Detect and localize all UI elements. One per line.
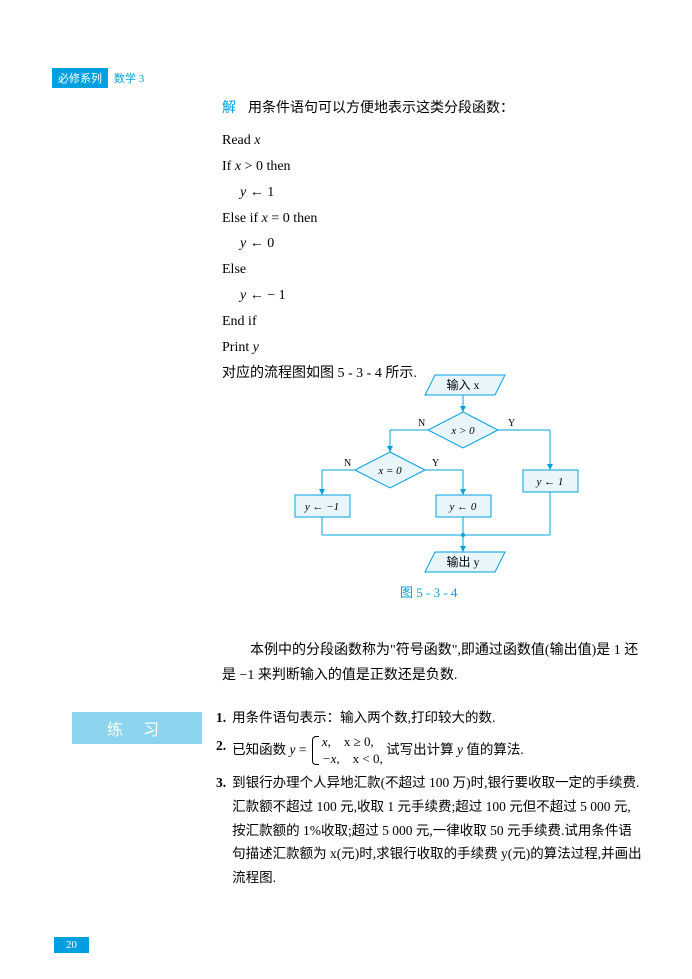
piecewise: x, x ≥ 0, −x, x < 0, — [310, 734, 383, 768]
flow-cond1: x > 0 — [450, 425, 475, 437]
code-line: If x > 0 then — [222, 154, 642, 180]
ex-num: 2. — [216, 734, 226, 768]
ex-text: 到银行办理个人异地汇款(不超过 100 万)时,银行要收取一定的手续费.汇款额不… — [232, 771, 644, 889]
solution-intro-text: 用条件语句可以方便地表示这类分段函数： — [248, 101, 514, 116]
svg-text:Y: Y — [432, 458, 439, 469]
flow-box3: y ← 1 — [536, 476, 564, 488]
solution-section: 解用条件语句可以方便地表示这类分段函数： Read x If x > 0 the… — [222, 96, 642, 387]
page-number: 20 — [54, 937, 89, 953]
flow-cond2: x = 0 — [377, 465, 402, 477]
flow-output: 输出 y — [446, 554, 479, 569]
exercise-tab: 练 习 — [72, 712, 202, 744]
exercise-list: 1. 用条件语句表示：输入两个数,打印较大的数. 2. 已知函数 y = x, … — [216, 706, 644, 894]
flow-Y: Y — [508, 418, 515, 429]
code-line: End if — [222, 309, 642, 335]
ex-num: 3. — [216, 771, 226, 889]
flow-box1: y ← −1 — [304, 501, 339, 513]
solution-label: 解 — [222, 101, 236, 116]
ex-num: 1. — [216, 706, 226, 730]
solution-intro: 解用条件语句可以方便地表示这类分段函数： — [222, 96, 642, 122]
exercise-2: 2. 已知函数 y = x, x ≥ 0, −x, x < 0, 试写出计算 y… — [216, 734, 644, 768]
flow-box2: y ← 0 — [449, 501, 477, 513]
flow-input: 输入 x — [446, 377, 479, 392]
note-paragraph: 本例中的分段函数称为"符号函数",即通过函数值(输出值)是 1 还是 −1 来判… — [222, 638, 642, 688]
code-line: y ← − 1 — [222, 283, 642, 309]
code-line: y ← 0 — [222, 231, 642, 257]
series-label: 必修系列 — [52, 68, 108, 88]
exercise-3: 3. 到银行办理个人异地汇款(不超过 100 万)时,银行要收取一定的手续费.汇… — [216, 771, 644, 889]
code-line: Else if x = 0 then — [222, 206, 642, 232]
page-header: 必修系列 数学 3 — [52, 68, 144, 88]
ex-text: 已知函数 y = x, x ≥ 0, −x, x < 0, 试写出计算 y 值的… — [232, 734, 644, 768]
code-line: y ← 1 — [222, 180, 642, 206]
code-line: Else — [222, 257, 642, 283]
figure-caption: 图 5 - 3 - 4 — [400, 582, 457, 601]
code-line: Print y — [222, 335, 642, 361]
subject-label: 数学 3 — [114, 70, 144, 86]
flow-N: N — [418, 418, 425, 429]
code-line: Read x — [222, 128, 642, 154]
pseudocode: Read x If x > 0 then y ← 1 Else if x = 0… — [222, 128, 642, 361]
ex-text: 用条件语句表示：输入两个数,打印较大的数. — [232, 706, 644, 730]
svg-text:N: N — [344, 458, 351, 469]
exercise-1: 1. 用条件语句表示：输入两个数,打印较大的数. — [216, 706, 644, 730]
